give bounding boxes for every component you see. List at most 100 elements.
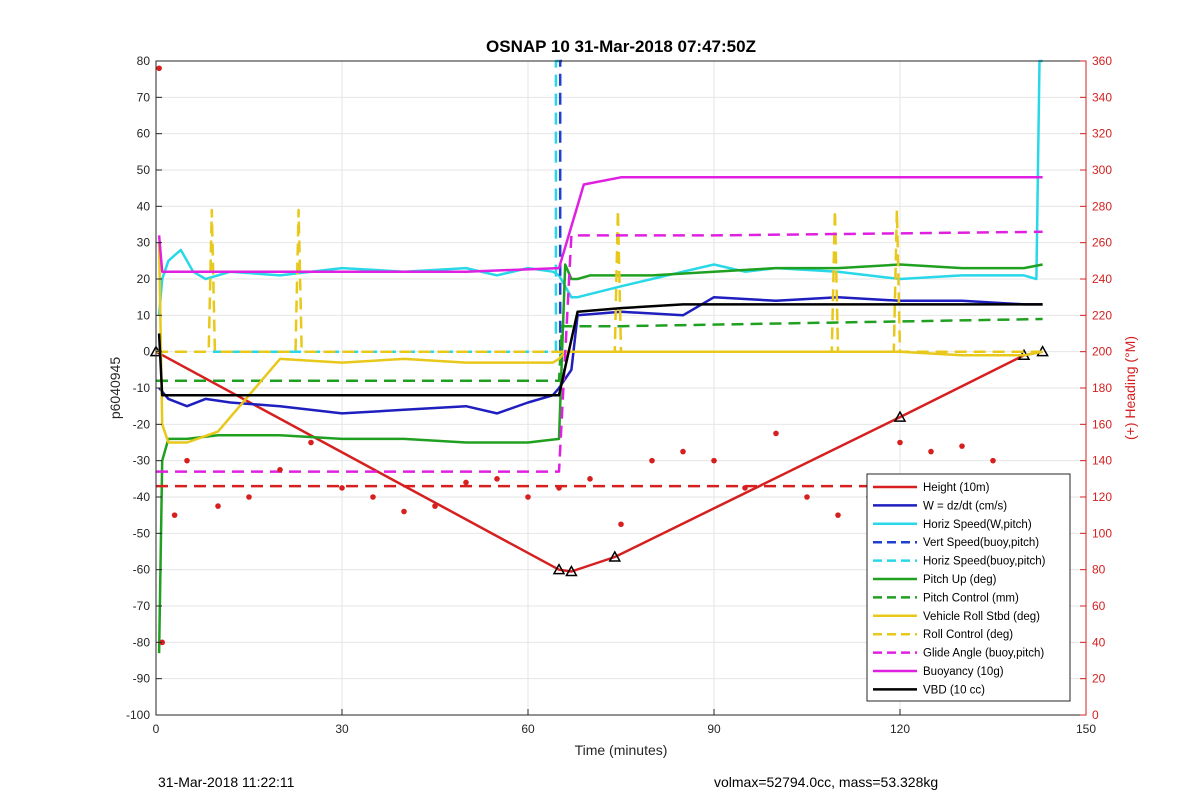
heading-point	[339, 485, 345, 491]
heading-point	[246, 494, 252, 500]
y-tick-label: 60	[137, 127, 151, 141]
legend-label: Roll Control (deg)	[923, 629, 1013, 641]
y2-tick-label: 0	[1092, 708, 1099, 722]
legend-label: Vert Speed(buoy,pitch)	[923, 537, 1039, 549]
height-marker	[608, 550, 622, 562]
x-tick-label: 150	[1076, 722, 1096, 736]
heading-point	[308, 439, 314, 446]
y2-tick-label: 240	[1092, 272, 1112, 286]
y2-tick-label: 180	[1092, 381, 1112, 395]
y-tick-label: 40	[137, 199, 151, 213]
y2-tick-label: 340	[1092, 90, 1112, 104]
series-vehicle-roll-stbd-deg	[157, 242, 1043, 444]
y2-tick-label: 300	[1092, 163, 1112, 177]
y-tick-label: 0	[143, 345, 150, 359]
y2-tick-label: 360	[1092, 54, 1112, 68]
y-tick-label: -20	[133, 417, 151, 431]
y2-tick-label: 20	[1092, 672, 1106, 686]
y-tick-label: 70	[137, 90, 151, 104]
x-tick-label: 0	[153, 722, 160, 736]
legend-label: Horiz Speed(buoy,pitch)	[923, 556, 1046, 568]
heading-point	[494, 476, 500, 482]
y-tick-label: 80	[137, 54, 151, 68]
heading-point	[835, 512, 841, 518]
heading-point	[649, 457, 655, 464]
legend-label: Buoyancy (10g)	[923, 666, 1004, 678]
y2-tick-label: 260	[1092, 236, 1112, 250]
heading-point	[432, 503, 438, 509]
heading-point	[990, 457, 996, 464]
x-tick-label: 120	[890, 722, 910, 736]
legend-label: Height (10m)	[923, 482, 990, 494]
x-tick-label: 90	[707, 722, 721, 736]
y-tick-label: -30	[133, 454, 151, 468]
legend-label: Pitch Up (deg)	[923, 574, 997, 586]
y-tick-label: 30	[137, 236, 151, 250]
y-tick-label: -40	[133, 490, 151, 504]
y-tick-label: 50	[137, 163, 151, 177]
series-glide-angle-buoy-pitch	[156, 230, 1043, 473]
series-vbd-10-cc	[157, 303, 1043, 397]
y2-tick-label: 140	[1092, 454, 1112, 468]
y2-tick-label: 120	[1092, 490, 1112, 504]
y-tick-label: -90	[133, 672, 151, 686]
y-tick-label: -10	[133, 381, 151, 395]
series-roll-control-deg	[156, 208, 1043, 353]
y2-tick-label: 80	[1092, 563, 1106, 577]
heading-point	[156, 65, 162, 72]
height-marker	[893, 410, 907, 422]
y-tick-label: -80	[133, 635, 151, 649]
heading-point	[587, 476, 593, 482]
legend-box	[866, 473, 1071, 702]
y-tick-label: 20	[137, 272, 151, 286]
series-buoyancy-10g	[157, 176, 1043, 273]
heading-point	[959, 443, 965, 449]
y2-axis-label: (+) Heading (°M)	[1122, 336, 1138, 440]
heading-point	[401, 508, 407, 515]
heading-point	[928, 448, 934, 455]
x-tick-label: 60	[521, 722, 535, 736]
x-tick-label: 30	[335, 722, 349, 736]
heading-point	[525, 494, 531, 500]
y-tick-label: -60	[133, 563, 151, 577]
y2-tick-label: 320	[1092, 127, 1112, 141]
legend-label: W = dz/dt (cm/s)	[923, 500, 1007, 512]
heading-point	[804, 494, 810, 500]
y2-tick-label: 200	[1092, 345, 1112, 359]
legend: Height (10m) W = dz/dt (cm/s) Horiz Speed(…	[866, 473, 1071, 702]
heading-point	[463, 479, 469, 486]
heading-point	[897, 439, 903, 446]
series-layer	[149, 59, 1049, 654]
y2-tick-label: 60	[1092, 599, 1106, 613]
x-axis-label: Time (minutes)	[575, 742, 668, 758]
y-tick-label: -70	[133, 599, 151, 613]
heading-point	[618, 521, 624, 528]
y-tick-label: -50	[133, 526, 151, 540]
heading-point	[215, 503, 221, 509]
legend-label: Pitch Control (mm)	[923, 592, 1019, 604]
y2-tick-label: 160	[1092, 417, 1112, 431]
legend-label: Horiz Speed(W,pitch)	[923, 519, 1032, 531]
y2-tick-label: 220	[1092, 308, 1112, 322]
y2-tick-label: 40	[1092, 635, 1106, 649]
heading-point	[277, 466, 283, 473]
ticks-layer: 0 30 60 90 120 15080706050403020100-10-20-30-…	[126, 54, 1112, 736]
y-tick-label: 10	[137, 308, 151, 322]
y-axis-label: p6040945	[107, 357, 123, 420]
chart-title: OSNAP 10 31-Mar-2018 07:47:50Z	[486, 37, 756, 56]
y-tick-label: -100	[126, 708, 150, 722]
heading-point	[171, 512, 178, 518]
footer-info: volmax=52794.0cc, mass=53.328kg	[714, 774, 938, 790]
series-pitch-control-mm	[156, 317, 1043, 382]
y2-tick-label: 280	[1092, 199, 1112, 213]
y2-tick-label: 100	[1092, 526, 1112, 540]
heading-point	[184, 457, 190, 464]
height-marker	[565, 564, 578, 577]
heading-point	[773, 430, 779, 437]
legend-label: Glide Angle (buoy,pitch)	[923, 648, 1044, 660]
heading-point	[370, 494, 376, 500]
legend-label: Vehicle Roll Stbd (deg)	[923, 611, 1040, 623]
heading-point	[159, 639, 165, 646]
series-w-dz-dt-cm-s	[158, 295, 1043, 415]
